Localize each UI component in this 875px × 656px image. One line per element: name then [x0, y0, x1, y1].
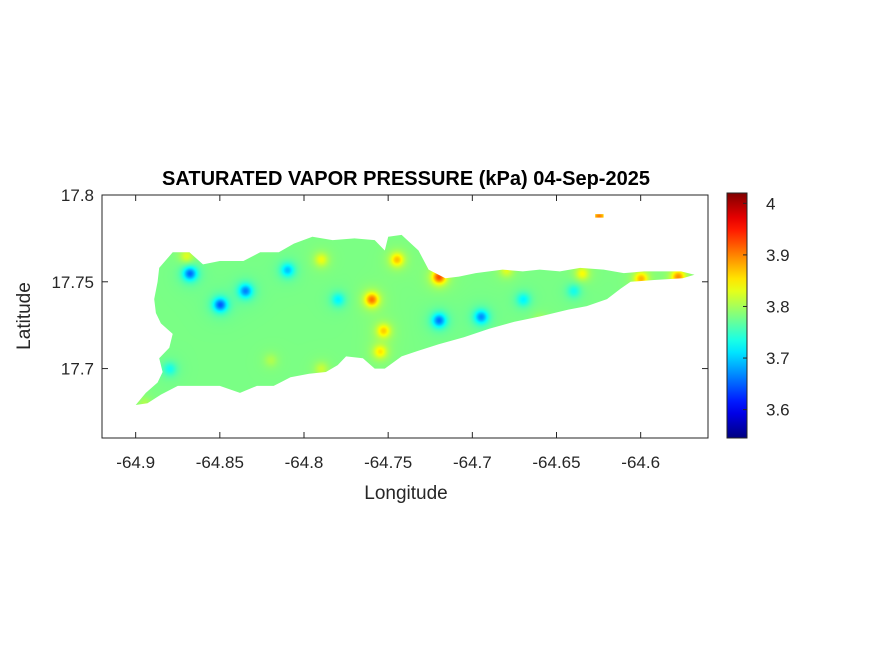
- x-axis: -64.9 -64.85 -64.8 -64.75 -64.7 -64.65 -64.6: [116, 195, 660, 472]
- colorbar-frame: [726, 192, 748, 439]
- y-axis: 17.7 17.75 17.8: [51, 186, 708, 379]
- colorbar-tick-label: 3.7: [766, 349, 790, 368]
- y-axis-label: Latitude: [14, 282, 35, 350]
- colorbar: 3.6 3.7 3.8 3.9 4: [726, 192, 790, 439]
- x-tick-label: -64.65: [532, 453, 580, 472]
- chart-title: SATURATED VAPOR PRESSURE (kPa) 04-Sep-20…: [162, 168, 650, 190]
- y-tick-label: 17.75: [51, 273, 94, 292]
- colorbar-tick-label: 3.9: [766, 246, 790, 265]
- colorbar-ticks: 3.6 3.7 3.8 3.9 4: [743, 194, 790, 420]
- y-tick-label: 17.8: [61, 186, 94, 205]
- colorbar-gradient: [727, 193, 747, 438]
- x-tick-label: -64.7: [453, 453, 492, 472]
- axes-frame: [101, 194, 709, 439]
- x-tick-label: -64.75: [364, 453, 412, 472]
- x-axis-label: Longitude: [364, 483, 447, 504]
- colorbar-tick-label: 3.8: [766, 297, 790, 316]
- plot-area: -64.9 -64.85 -64.8 -64.75 -64.7 -64.65 -64.6 1…: [51, 186, 709, 472]
- x-tick-label: -64.9: [116, 453, 155, 472]
- x-tick-label: -64.8: [285, 453, 324, 472]
- x-tick-label: -64.85: [196, 453, 244, 472]
- colorbar-tick-label: 3.6: [766, 401, 790, 420]
- y-tick-label: 17.7: [61, 360, 94, 379]
- x-tick-label: -64.6: [621, 453, 660, 472]
- colorbar-tick-label: 4: [766, 194, 775, 213]
